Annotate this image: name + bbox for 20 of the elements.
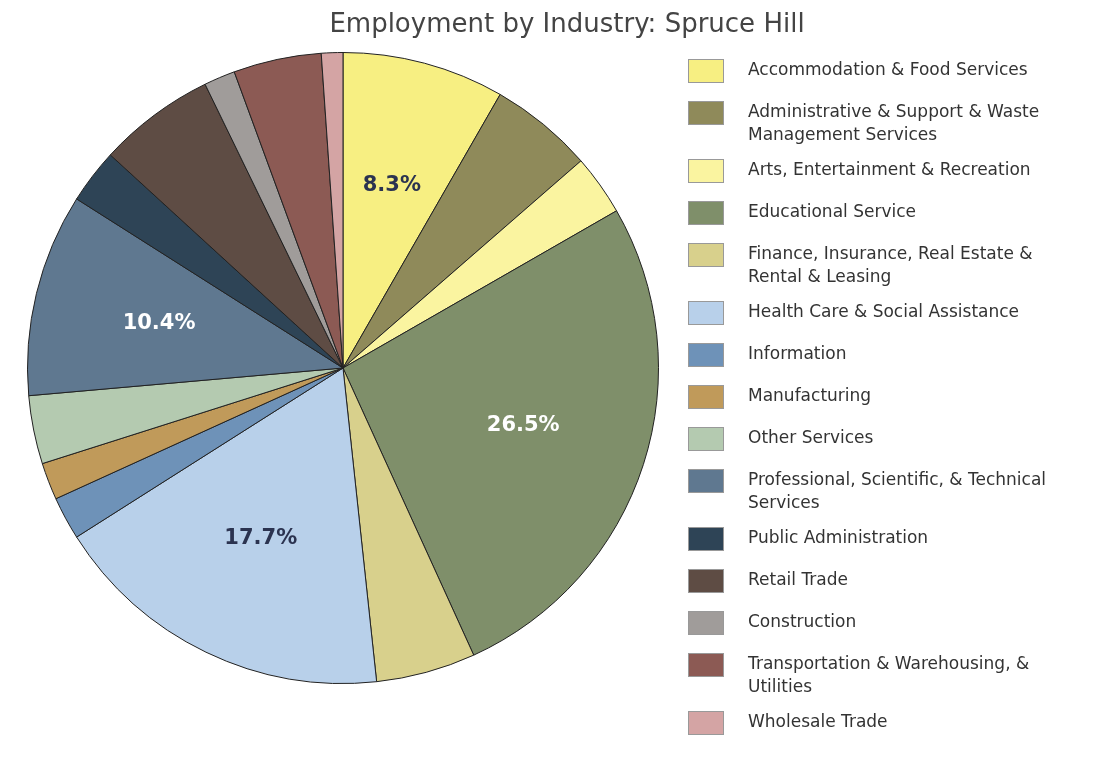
data-label: 8.3% (362, 171, 421, 196)
data-label: 26.5% (486, 412, 560, 437)
legend-label: Arts, Entertainment & Recreation (748, 158, 1032, 181)
legend-label: Other Services (748, 426, 875, 449)
legend-label: Construction (748, 610, 858, 633)
data-label: 10.4% (122, 309, 196, 334)
legend-label: Educational Service (748, 200, 917, 223)
chart-title: Employment by Industry: Spruce Hill (328, 8, 806, 40)
legend-label: Health Care & Social Assistance (748, 300, 1021, 323)
legend-label: Retail Trade (748, 568, 849, 591)
legend-label: Administrative & Support & Waste Management Services (748, 100, 1041, 146)
legend-label: Finance, Insurance, Real Estate & Rental & Leasing (748, 242, 1034, 288)
data-label: 17.7% (224, 524, 298, 549)
legend-label: Information (748, 342, 848, 365)
legend-label: Manufacturing (748, 384, 873, 407)
legend-label: Accommodation & Food Services (748, 58, 1029, 81)
legend-label: Wholesale Trade (748, 710, 889, 733)
legend-label: Transportation & Warehousing, & Utilities (748, 652, 1031, 698)
legend-label: Public Administration (748, 526, 930, 549)
legend-label: Professional, Scientific, & Technical Services (748, 468, 1048, 514)
